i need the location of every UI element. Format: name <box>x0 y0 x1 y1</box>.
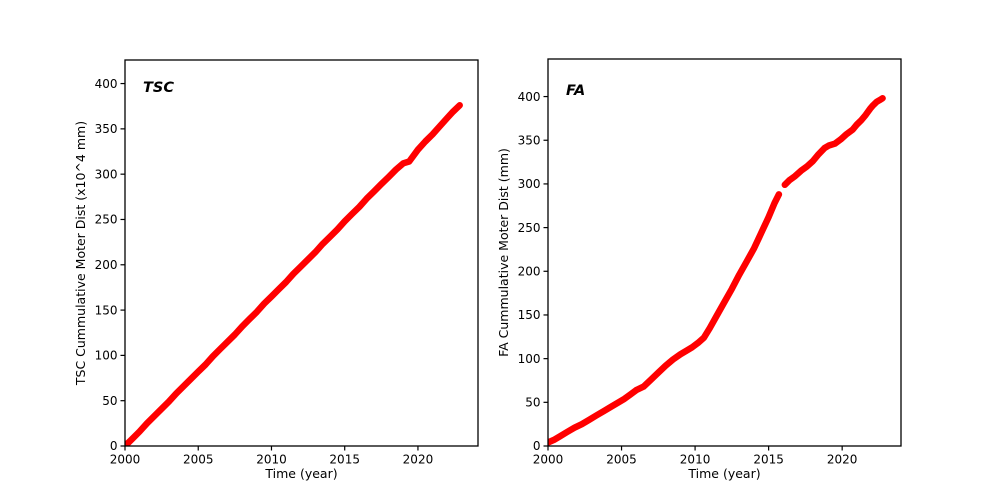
fa-y-tick-label: 350 <box>518 133 541 147</box>
fa-x-tick-label: 2015 <box>753 453 784 467</box>
tsc-x-tick-label: 2020 <box>403 453 434 467</box>
tsc-axes-frame <box>124 59 479 447</box>
tsc-x-tick-label: 2005 <box>183 453 214 467</box>
fa-y-tick-label: 200 <box>518 264 541 278</box>
fa-y-axis-label: FA Cummulative Moter Dist (mm) <box>496 148 511 357</box>
fa-data-line-segment-1 <box>781 95 886 189</box>
fa-y-tick-label: 50 <box>525 396 540 410</box>
fa-x-axis-label: Time (year) <box>688 466 761 481</box>
fa-y-tick-label: 0 <box>533 439 541 453</box>
tsc-y-tick-label: 100 <box>95 349 118 363</box>
tsc-y-tick-label: 0 <box>110 439 118 453</box>
fa-y-tick-label: 150 <box>518 308 541 322</box>
tsc-x-tick-label: 2000 <box>110 453 141 467</box>
tsc-y-tick-label: 350 <box>95 122 118 136</box>
tsc-y-tick-label: 300 <box>95 167 118 181</box>
fa-x-tick-label: 2020 <box>827 453 858 467</box>
fa-axes-frame <box>547 58 902 447</box>
fa-y-tick-label: 400 <box>518 90 541 104</box>
fa-x-tick-label: 2005 <box>606 453 637 467</box>
tsc-y-tick-label: 250 <box>95 213 118 227</box>
tsc-y-tick-label: 50 <box>102 394 117 408</box>
fa-y-tick-label: 250 <box>518 221 541 235</box>
tsc-plot-label: TSC <box>143 80 174 96</box>
tsc-x-tick-label: 2015 <box>329 453 360 467</box>
tsc-y-tick-label: 150 <box>95 303 118 317</box>
tsc-y-tick-label: 200 <box>95 258 118 272</box>
fa-y-tick-label: 300 <box>518 177 541 191</box>
tsc-x-tick-label: 2010 <box>256 453 287 467</box>
tsc-y-axis-label: TSC Cummulative Moter Dist (x10^4 mm) <box>73 120 88 386</box>
fa-x-tick-label: 2000 <box>533 453 564 467</box>
fa-data-line-segment-0 <box>547 191 783 446</box>
fa-x-tick-label: 2010 <box>680 453 711 467</box>
tsc-data-line-segment-0 <box>124 102 463 447</box>
tsc-y-tick-label: 400 <box>95 77 118 91</box>
fa-y-tick-label: 100 <box>518 352 541 366</box>
fa-plot-label: FA <box>566 83 586 99</box>
tsc-x-axis-label: Time (year) <box>265 466 338 481</box>
